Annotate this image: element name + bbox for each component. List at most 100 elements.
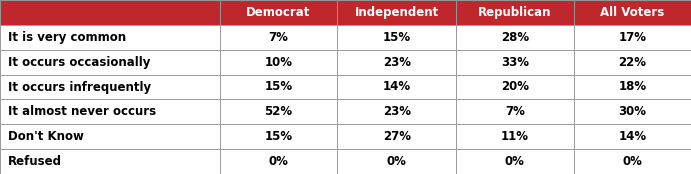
Bar bbox=[0, 99, 220, 124]
Text: 28%: 28% bbox=[501, 31, 529, 44]
Bar bbox=[337, 149, 456, 174]
Bar bbox=[0, 75, 220, 99]
Bar bbox=[456, 75, 574, 99]
Text: Republican: Republican bbox=[478, 6, 551, 19]
Bar bbox=[337, 75, 456, 99]
Text: It occurs occasionally: It occurs occasionally bbox=[8, 56, 151, 69]
Bar bbox=[0, 50, 220, 75]
Text: 17%: 17% bbox=[618, 31, 646, 44]
Bar bbox=[337, 25, 456, 50]
Bar bbox=[220, 149, 337, 174]
Text: 20%: 20% bbox=[501, 81, 529, 93]
Bar bbox=[574, 50, 691, 75]
Bar bbox=[574, 149, 691, 174]
Bar bbox=[0, 99, 220, 124]
Text: 0%: 0% bbox=[505, 155, 524, 168]
Bar bbox=[574, 50, 691, 75]
Bar bbox=[220, 0, 337, 25]
Bar bbox=[337, 0, 456, 25]
Bar bbox=[574, 99, 691, 124]
Bar bbox=[574, 75, 691, 99]
Bar bbox=[456, 50, 574, 75]
Bar bbox=[337, 99, 456, 124]
Text: 11%: 11% bbox=[501, 130, 529, 143]
Text: 10%: 10% bbox=[265, 56, 292, 69]
Bar bbox=[574, 99, 691, 124]
Bar bbox=[337, 50, 456, 75]
Text: 14%: 14% bbox=[383, 81, 410, 93]
Text: 23%: 23% bbox=[383, 105, 410, 118]
Bar bbox=[574, 0, 691, 25]
Text: 0%: 0% bbox=[269, 155, 288, 168]
Text: It is very common: It is very common bbox=[8, 31, 126, 44]
Bar bbox=[574, 124, 691, 149]
Bar bbox=[0, 50, 220, 75]
Bar bbox=[337, 75, 456, 99]
Bar bbox=[220, 25, 337, 50]
Text: 15%: 15% bbox=[265, 81, 292, 93]
Bar bbox=[0, 149, 220, 174]
Bar bbox=[0, 149, 220, 174]
Text: It occurs infrequently: It occurs infrequently bbox=[8, 81, 151, 93]
Bar bbox=[456, 50, 574, 75]
Bar bbox=[220, 75, 337, 99]
Bar bbox=[220, 50, 337, 75]
Bar bbox=[456, 149, 574, 174]
Text: Independent: Independent bbox=[354, 6, 439, 19]
Text: 52%: 52% bbox=[265, 105, 292, 118]
Bar bbox=[0, 0, 220, 25]
Bar bbox=[456, 75, 574, 99]
Bar bbox=[337, 149, 456, 174]
Text: 7%: 7% bbox=[505, 105, 524, 118]
Text: Refused: Refused bbox=[8, 155, 62, 168]
Text: 22%: 22% bbox=[618, 56, 646, 69]
Text: All Voters: All Voters bbox=[600, 6, 664, 19]
Bar bbox=[456, 124, 574, 149]
Bar bbox=[337, 0, 456, 25]
Bar bbox=[574, 25, 691, 50]
Bar bbox=[456, 99, 574, 124]
Bar bbox=[574, 124, 691, 149]
Bar bbox=[0, 25, 220, 50]
Bar bbox=[456, 149, 574, 174]
Bar bbox=[220, 149, 337, 174]
Bar bbox=[220, 124, 337, 149]
Text: 0%: 0% bbox=[623, 155, 642, 168]
Text: 23%: 23% bbox=[383, 56, 410, 69]
Bar bbox=[337, 50, 456, 75]
Bar bbox=[0, 75, 220, 99]
Bar bbox=[337, 25, 456, 50]
Bar bbox=[0, 124, 220, 149]
Bar bbox=[456, 25, 574, 50]
Bar bbox=[220, 124, 337, 149]
Bar bbox=[456, 0, 574, 25]
Bar bbox=[220, 99, 337, 124]
Text: 0%: 0% bbox=[387, 155, 406, 168]
Text: 18%: 18% bbox=[618, 81, 646, 93]
Text: 30%: 30% bbox=[618, 105, 646, 118]
Bar bbox=[456, 99, 574, 124]
Text: 14%: 14% bbox=[618, 130, 646, 143]
Bar bbox=[220, 99, 337, 124]
Bar bbox=[337, 99, 456, 124]
Text: 27%: 27% bbox=[383, 130, 410, 143]
Bar bbox=[220, 75, 337, 99]
Bar bbox=[337, 124, 456, 149]
Text: Don't Know: Don't Know bbox=[8, 130, 84, 143]
Bar bbox=[574, 149, 691, 174]
Text: It almost never occurs: It almost never occurs bbox=[8, 105, 156, 118]
Text: Democrat: Democrat bbox=[246, 6, 311, 19]
Text: 7%: 7% bbox=[269, 31, 288, 44]
Bar bbox=[574, 25, 691, 50]
Text: 33%: 33% bbox=[501, 56, 529, 69]
Text: 15%: 15% bbox=[383, 31, 410, 44]
Bar bbox=[220, 50, 337, 75]
Bar bbox=[456, 0, 574, 25]
Bar bbox=[0, 124, 220, 149]
Bar bbox=[220, 25, 337, 50]
Bar bbox=[0, 25, 220, 50]
Bar bbox=[574, 75, 691, 99]
Bar bbox=[220, 0, 337, 25]
Text: 15%: 15% bbox=[265, 130, 292, 143]
Bar bbox=[456, 25, 574, 50]
